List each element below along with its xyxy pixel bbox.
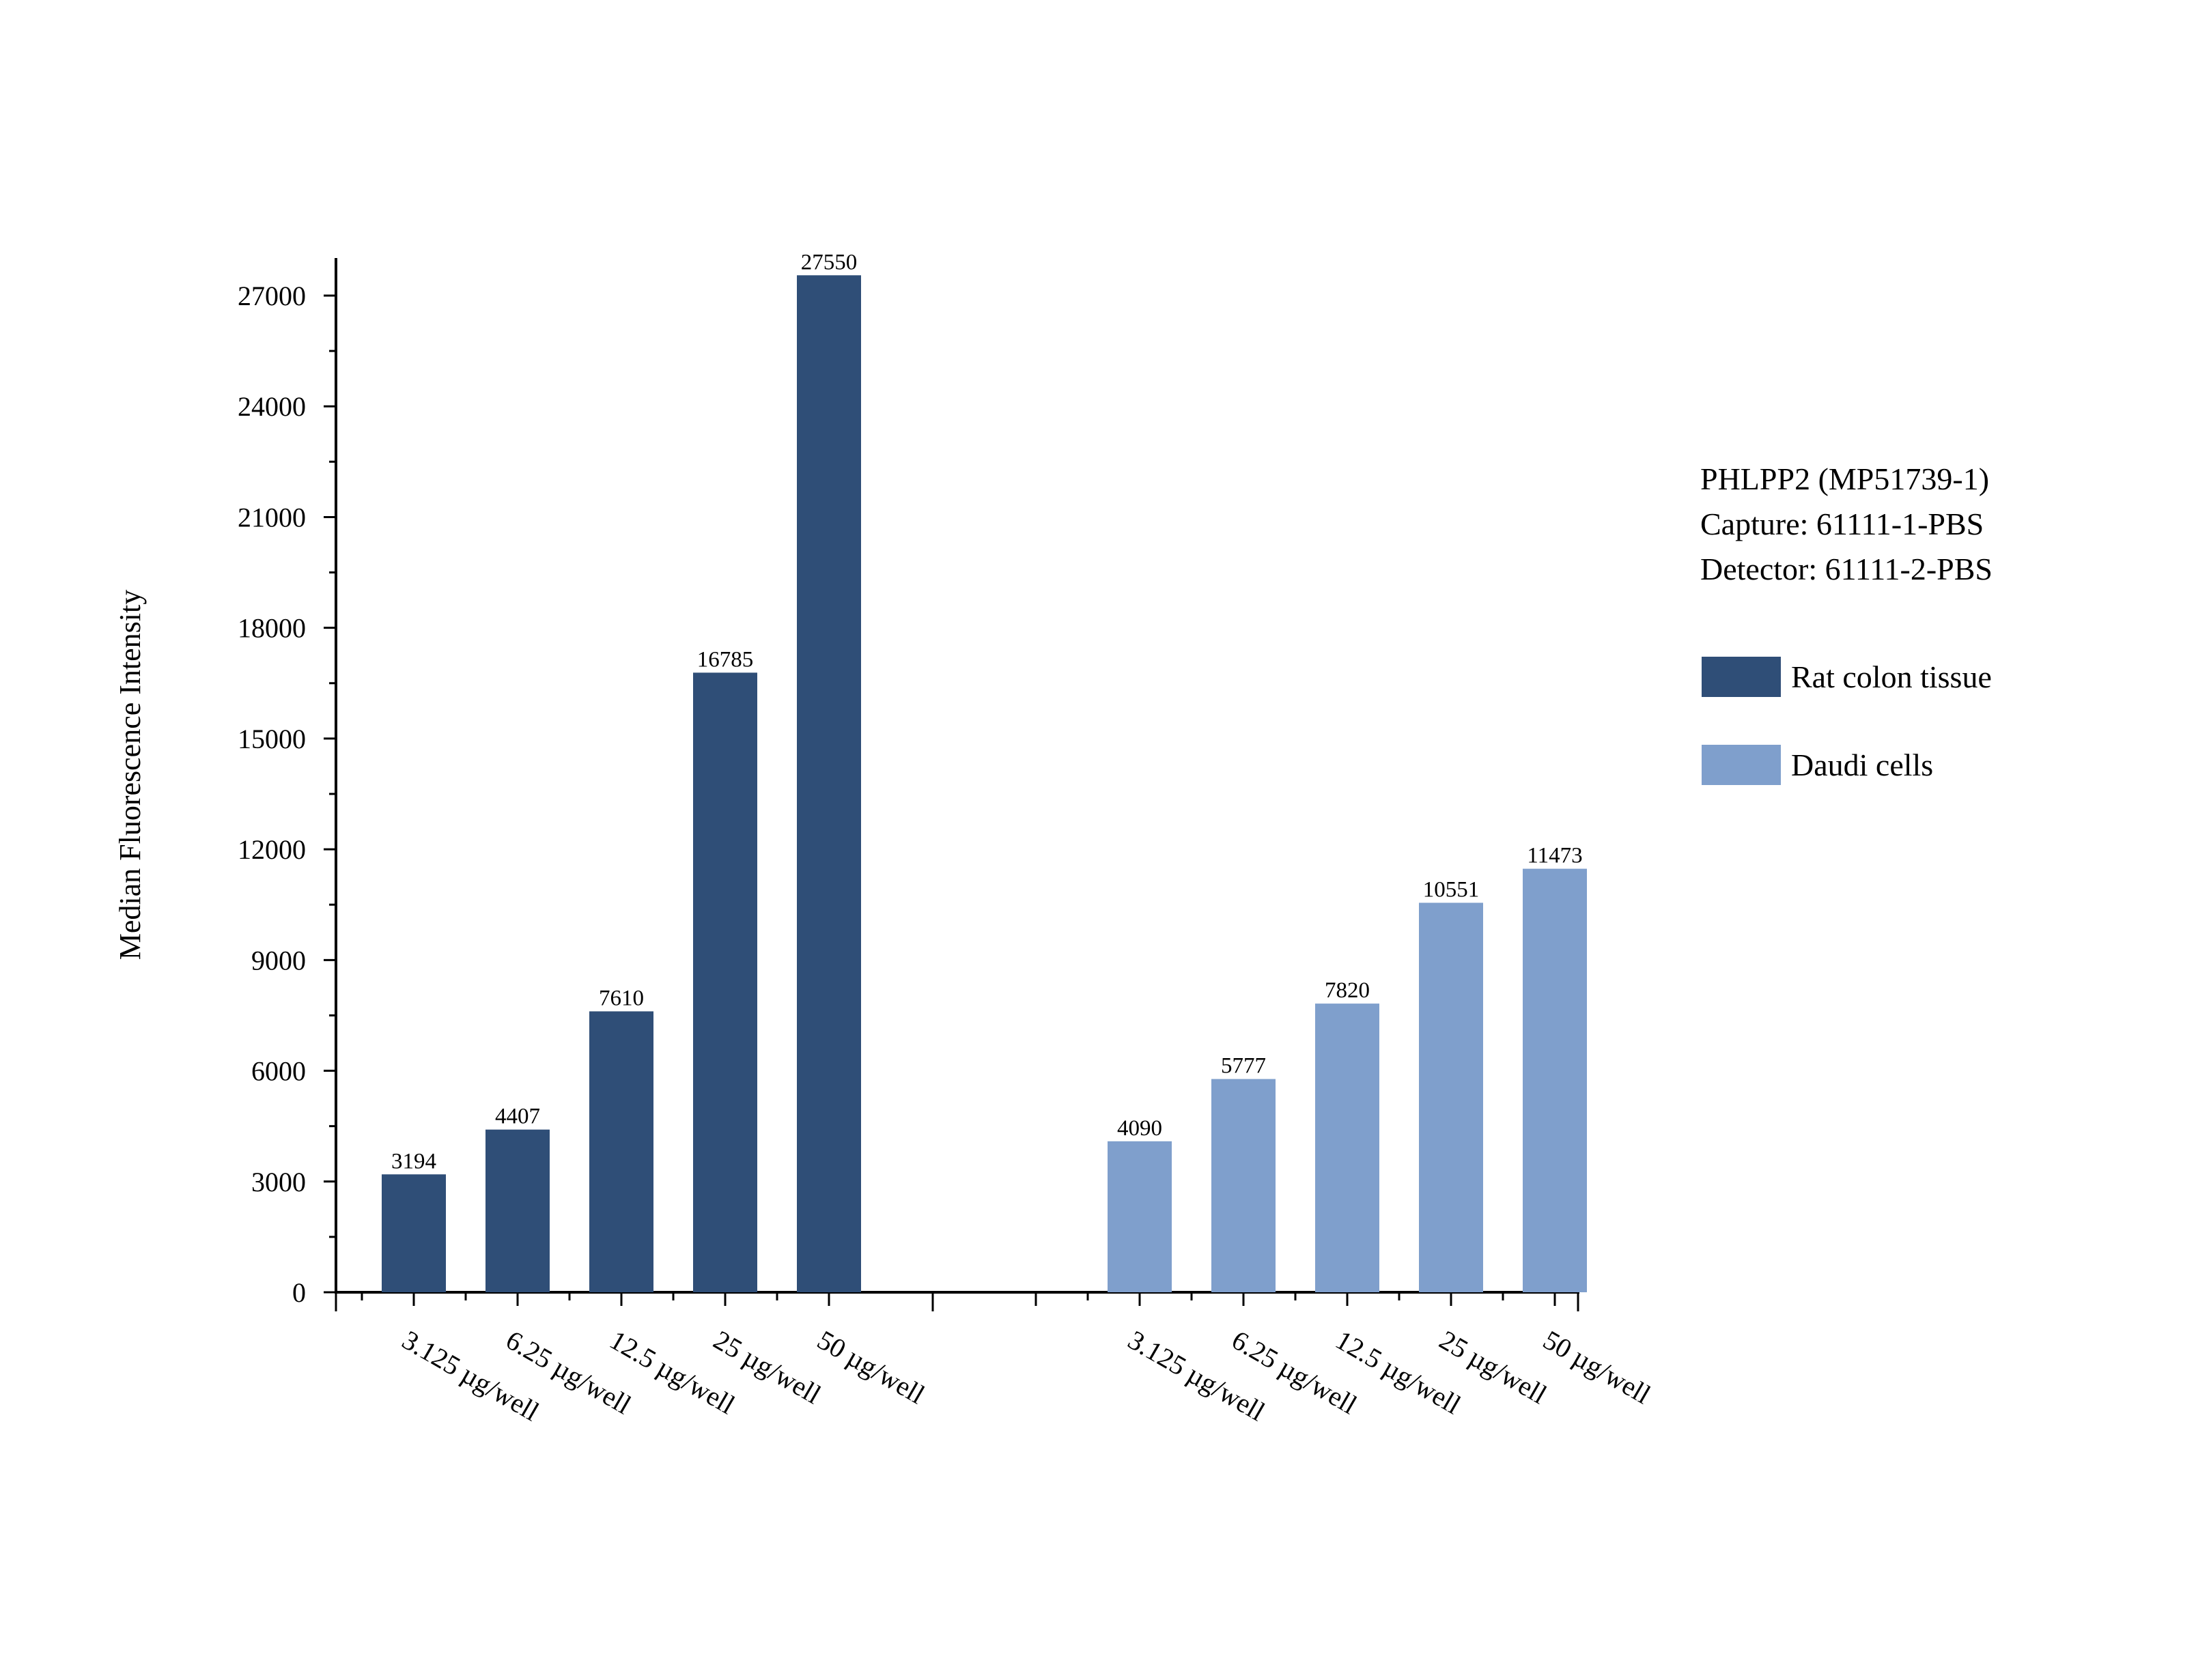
y-tick-label: 9000 <box>251 945 306 976</box>
legend-swatch <box>1702 657 1781 697</box>
x-axis <box>335 1291 1579 1311</box>
legend-swatch <box>1702 745 1781 785</box>
bar <box>485 1129 550 1292</box>
bar <box>1523 868 1587 1292</box>
data-label: 27550 <box>801 250 858 274</box>
y-tick-label: 12000 <box>238 834 306 865</box>
data-label: 3194 <box>391 1149 436 1173</box>
category-label: 50 µg/well <box>813 1324 930 1410</box>
y-tick-label: 24000 <box>238 391 306 422</box>
bar <box>693 672 757 1292</box>
y-tick-label: 0 <box>292 1277 306 1308</box>
bar <box>1419 902 1483 1292</box>
data-label: 7820 <box>1325 978 1370 1003</box>
y-tick-label: 18000 <box>238 613 306 644</box>
bars <box>382 275 1587 1292</box>
data-label: 5777 <box>1221 1054 1266 1079</box>
data-label: 4090 <box>1117 1116 1162 1141</box>
y-tick-label: 27000 <box>238 281 306 311</box>
data-labels: 3194 4407 7610 16785 27550 4090 5777 7820 10551 1… <box>391 250 1583 1173</box>
bar <box>797 275 861 1292</box>
data-label: 11473 <box>1527 844 1582 868</box>
legend-item-daudi-cells: Daudi cells <box>1702 745 1933 785</box>
info-line-3: Detector: 61111-2-PBS <box>1700 552 1993 586</box>
legend-label: Rat colon tissue <box>1791 659 1992 694</box>
info-line-1: PHLPP2 (MP51739-1) <box>1700 461 1989 496</box>
info-line-2: Capture: 61111-1-PBS <box>1700 507 1984 541</box>
data-label: 10551 <box>1423 877 1480 902</box>
y-tick-label: 15000 <box>238 724 306 754</box>
y-axis-title: Median Fluorescence Intensity <box>113 590 147 960</box>
info-box: PHLPP2 (MP51739-1) Capture: 61111-1-PBS … <box>1700 461 1993 586</box>
legend-label: Daudi cells <box>1791 748 1933 782</box>
y-tick-label: 3000 <box>251 1167 306 1197</box>
category-label: 50 µg/well <box>1538 1324 1656 1410</box>
data-label: 4407 <box>495 1105 540 1129</box>
bar <box>1315 1003 1379 1292</box>
bar <box>1211 1079 1276 1292</box>
legend-item-rat-colon: Rat colon tissue <box>1702 657 1992 697</box>
bar <box>1108 1141 1172 1292</box>
data-label: 16785 <box>697 647 754 672</box>
y-axis: 0 3000 6000 9000 12000 15000 18000 21000 24000 27… <box>238 258 337 1308</box>
legend: Rat colon tissue Daudi cells <box>1702 657 1992 785</box>
y-tick-label: 6000 <box>251 1056 306 1087</box>
y-tick-label: 21000 <box>238 502 306 532</box>
bar <box>382 1174 446 1292</box>
data-label: 7610 <box>599 986 644 1010</box>
bar <box>589 1011 653 1292</box>
